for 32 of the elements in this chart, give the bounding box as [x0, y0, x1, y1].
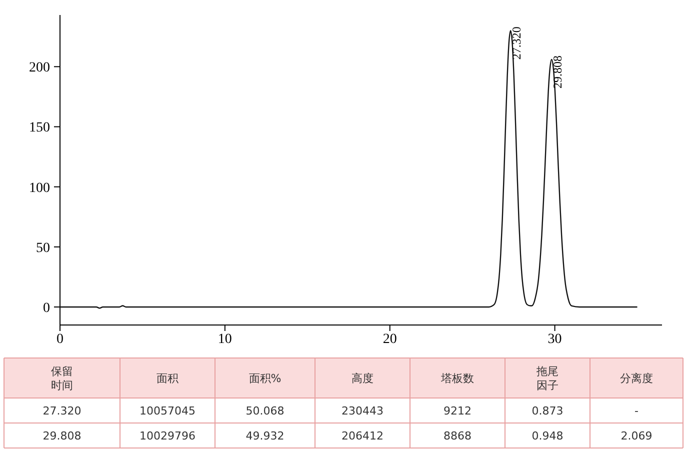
- category-label: 保留时间: [51, 365, 73, 392]
- category-label: 分离度: [620, 372, 653, 385]
- y-tick-label: 0: [43, 300, 50, 316]
- text: 0.948: [532, 430, 564, 442]
- y-tick-label: 200: [29, 60, 50, 76]
- category-label: 面积%: [248, 372, 282, 385]
- y-tick-label: 50: [36, 240, 50, 256]
- text: 0.873: [532, 404, 564, 418]
- text: 9212: [444, 404, 472, 418]
- annotation: 29.808: [550, 55, 565, 88]
- text: 27.320: [42, 404, 82, 418]
- y-tick-label: 100: [29, 180, 50, 196]
- category-label: 高度: [352, 372, 374, 385]
- text: 2.069: [620, 430, 652, 442]
- annotation: 27.320: [510, 26, 524, 60]
- x-tick-label: 20: [382, 332, 397, 347]
- y-tick-label: 150: [29, 120, 50, 136]
- category-label: 塔板数: [440, 372, 474, 385]
- category-label: 拖尾因子: [536, 365, 558, 392]
- category-label: 面积: [156, 372, 178, 385]
- text: 10057045: [140, 404, 196, 418]
- x-tick-label: 30: [548, 332, 562, 347]
- text: 230443: [342, 404, 384, 418]
- text: 10029796: [140, 430, 196, 442]
- text: 29.808: [42, 430, 82, 442]
- text: -: [634, 404, 638, 418]
- x-tick-label: 0: [56, 332, 64, 347]
- text: 8868: [444, 430, 472, 442]
- text: 206412: [342, 430, 384, 442]
- text: 49.932: [246, 430, 284, 442]
- text: 50.068: [246, 404, 284, 418]
- x-tick-label: 10: [218, 332, 232, 347]
